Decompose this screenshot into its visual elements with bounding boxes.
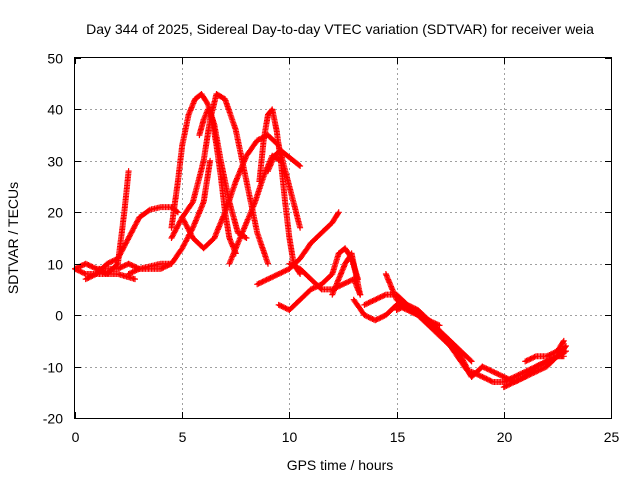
- data-points: [393, 301, 486, 380]
- series-arc-1: [72, 168, 132, 277]
- x-tick-label: 25: [604, 429, 620, 445]
- y-tick-label: -10: [43, 360, 63, 376]
- data-points: [82, 204, 181, 283]
- series-arc-13: [254, 209, 342, 288]
- y-axis-label: SDTVAR / TECUs: [5, 182, 21, 294]
- x-axis-label: GPS time / hours: [287, 457, 394, 473]
- chart-title: Day 344 of 2025, Sidereal Day-to-day VTE…: [86, 21, 594, 37]
- data-points: [265, 147, 304, 175]
- series-arc-4: [82, 204, 181, 283]
- series-arc-16: [329, 250, 364, 298]
- data-points: [256, 106, 304, 277]
- x-tick-label: 20: [497, 429, 513, 445]
- x-tick-label: 0: [72, 429, 80, 445]
- data-points: [500, 348, 569, 391]
- series-arc-9: [196, 106, 239, 257]
- y-axis: -20 -10 0 10 20 30 40 50: [43, 51, 611, 427]
- data-points: [196, 106, 239, 257]
- series-arc-24: [500, 348, 569, 391]
- y-tick-label: 50: [47, 51, 63, 67]
- series-arc-12: [265, 147, 304, 175]
- data-points: [361, 291, 475, 380]
- data-points: [382, 271, 443, 329]
- data-points: [72, 168, 132, 277]
- grid-lines: [75, 58, 611, 418]
- data-points: [329, 250, 364, 298]
- data-points: [125, 157, 214, 277]
- y-tick-label: 20: [47, 205, 63, 221]
- y-tick-label: 0: [55, 308, 63, 324]
- x-tick-label: 15: [390, 429, 406, 445]
- y-tick-label: 10: [47, 257, 63, 273]
- x-tick-label: 5: [179, 429, 187, 445]
- x-axis: 0 5 10 15 20 25: [72, 58, 620, 445]
- data-points: [425, 317, 475, 365]
- series-arc-7: [168, 91, 271, 267]
- series-arc-25: [522, 337, 567, 365]
- plot-frame: [74, 57, 612, 419]
- data-points: [168, 91, 271, 267]
- data-points: [254, 209, 342, 288]
- y-tick-label: 30: [47, 154, 63, 170]
- x-tick-label: 10: [282, 429, 298, 445]
- series-arc-20: [393, 301, 486, 380]
- series-arc-19: [382, 271, 443, 329]
- y-tick-label: 40: [47, 102, 63, 118]
- data-points: [522, 337, 567, 365]
- series-arc-11: [256, 106, 304, 277]
- series-arc-21: [425, 317, 475, 365]
- series-arc-5: [125, 157, 214, 277]
- y-tick-label: -20: [43, 411, 63, 427]
- series-arc-18: [361, 291, 475, 380]
- data-markers: [72, 91, 569, 391]
